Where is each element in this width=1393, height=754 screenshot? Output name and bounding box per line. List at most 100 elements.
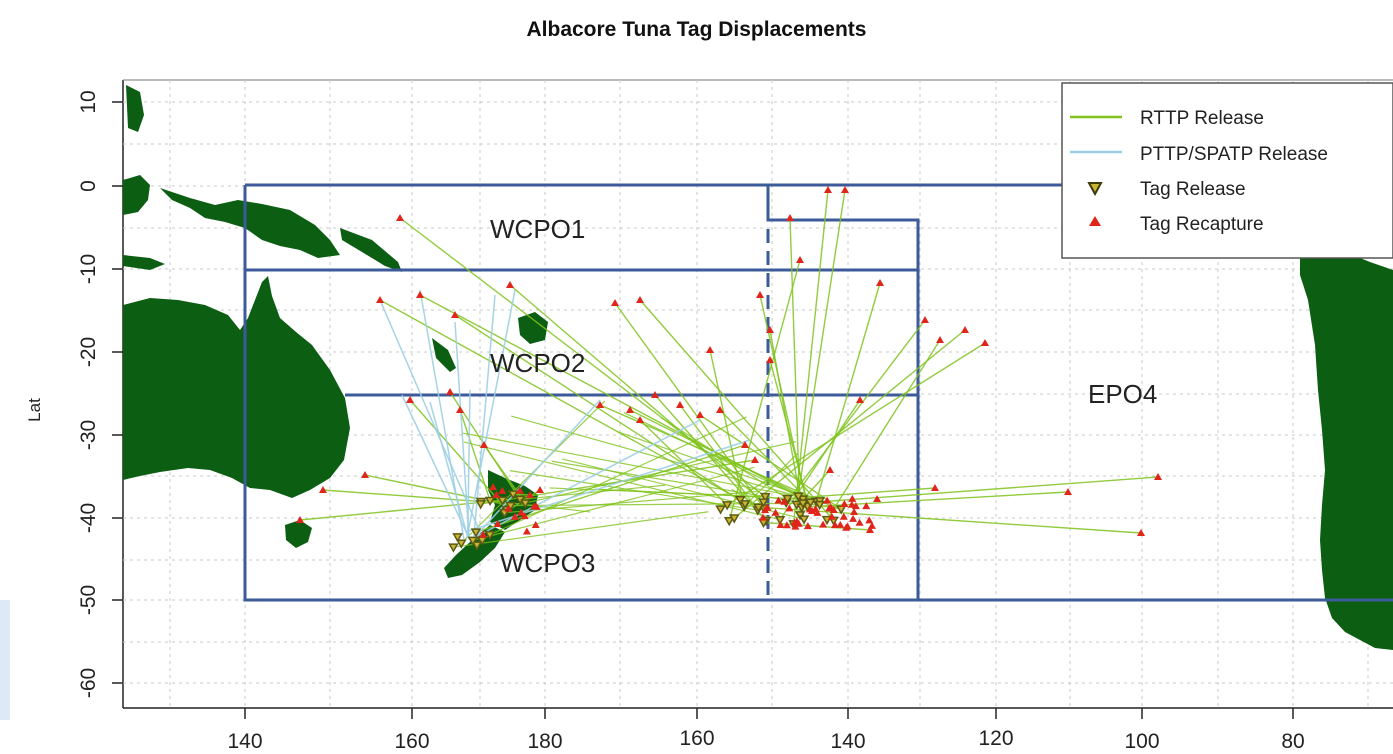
y-tick-label: -30: [77, 420, 100, 450]
vanuatu-fiji-islands: [518, 312, 548, 344]
tag-release-marker: [798, 515, 810, 525]
tag-release-marker: [721, 501, 733, 511]
south-america-landmass: [1300, 250, 1393, 650]
tag-release-marker: [475, 500, 487, 510]
tag-recapture-marker: [856, 396, 864, 403]
tag-release-marker: [723, 516, 735, 527]
y-tick-label: 0: [77, 180, 100, 192]
rttp-track-line: [815, 282, 881, 502]
tag-release-marker: [452, 533, 463, 543]
tag-release-marker: [782, 494, 793, 505]
tag-recapture-marker: [492, 490, 501, 498]
tag-recapture-marker: [850, 508, 859, 516]
rttp-track-line: [802, 469, 831, 500]
tag-recapture-marker: [866, 526, 874, 533]
tag-release-marker: [758, 498, 769, 508]
tag-recapture-marker: [446, 388, 454, 395]
tag-recapture-marker: [796, 256, 804, 263]
rttp-track-line: [379, 299, 741, 501]
y-tick-label: -60: [77, 668, 100, 698]
tag-recapture-marker: [451, 311, 459, 318]
tag-release-marker: [793, 492, 804, 502]
tag-recapture-marker: [829, 506, 838, 514]
tag-recapture-marker: [716, 406, 724, 413]
tag-recapture-marker: [847, 500, 856, 508]
tag-recapture-marker: [480, 441, 488, 448]
rttp-track-line: [489, 416, 747, 536]
map-title: Albacore Tuna Tag Displacements: [526, 18, 867, 41]
tag-release-marker: [805, 498, 816, 508]
tag-release-marker: [467, 536, 479, 546]
tag-recapture-marker: [611, 299, 619, 306]
tag-recapture-marker: [823, 496, 832, 504]
pttp-track-line: [466, 389, 471, 536]
tag-recapture-marker: [526, 491, 534, 498]
tag-recapture-marker: [849, 514, 858, 522]
tag-recapture-marker: [504, 504, 513, 512]
tag-recapture-marker: [596, 401, 604, 408]
tag-recapture-marker: [456, 406, 464, 413]
tag-release-marker: [456, 539, 467, 549]
tag-recapture-marker: [1064, 488, 1072, 495]
rttp-track-line: [364, 474, 511, 507]
rttp-track-line: [510, 415, 817, 502]
tag-recapture-marker: [827, 512, 836, 520]
tag-recapture-marker: [766, 326, 774, 333]
tag-recapture-marker: [794, 519, 803, 527]
tag-markers: [296, 186, 1162, 553]
tag-release-triangle-icon: [1087, 182, 1103, 197]
region-label-wcpo1: WCPO1: [490, 214, 585, 244]
y-tick-label: -50: [77, 585, 100, 615]
tag-release-marker: [759, 492, 771, 503]
tag-recapture-marker: [865, 516, 874, 524]
tag-recapture-marker: [361, 471, 369, 478]
tag-release-marker: [715, 505, 726, 515]
rttp-track-line: [504, 490, 759, 514]
legend-item-label: Tag Recapture: [1140, 214, 1264, 235]
rttp-track-line: [453, 511, 709, 548]
legend-item-label: PTTP/SPATP Release: [1140, 144, 1328, 165]
tag-recapture-marker: [780, 497, 789, 505]
region-label-wcpo3: WCPO3: [500, 548, 595, 578]
tag-recapture-marker: [848, 494, 857, 502]
tag-recapture-marker: [840, 499, 849, 507]
tag-recapture-marker: [396, 214, 404, 221]
new-guinea-landmass: [160, 188, 340, 258]
rttp-track-line: [826, 339, 941, 521]
x-tick-label: 140: [830, 730, 865, 753]
pttp-track-line: [401, 394, 468, 533]
rttp-track-line: [639, 419, 728, 506]
tag-recapture-marker: [636, 296, 644, 303]
tag-recapture-marker: [376, 296, 384, 303]
legend-item-label: RTTP Release: [1140, 108, 1264, 129]
tag-recapture-marker: [530, 502, 539, 510]
tag-recapture-marker: [531, 520, 540, 528]
tag-recapture-marker: [489, 483, 498, 491]
tag-recapture-marker: [636, 416, 644, 423]
tasmania-landmass: [285, 520, 312, 548]
tag-recapture-marker: [786, 214, 794, 221]
tag-release-marker: [797, 499, 809, 509]
rttp-track-line: [639, 299, 835, 521]
tag-release-marker: [471, 541, 483, 551]
rttp-track-line: [660, 417, 788, 500]
region-border-inner-east: [766, 185, 920, 600]
tag-recapture-marker: [626, 406, 634, 413]
tag-release-marker: [728, 514, 740, 524]
tag-recapture-marker: [841, 186, 849, 193]
pttp-track-line: [475, 399, 601, 536]
region-label-epo4: EPO4: [1088, 379, 1157, 409]
x-tick-label: 160: [679, 727, 714, 750]
land-masses: [123, 85, 1393, 650]
y-tick-label: -20: [77, 337, 100, 367]
region-label-wcpo2: WCPO2: [490, 348, 585, 378]
tag-recapture-marker: [936, 336, 944, 343]
y-tick-label: 10: [77, 90, 100, 113]
rttp-track-line: [785, 319, 926, 503]
tag-release-marker: [507, 490, 519, 500]
tag-recapture-marker: [763, 503, 772, 511]
tag-recapture-marker: [522, 527, 531, 535]
tag-release-marker: [470, 528, 482, 538]
tag-recapture-marker: [751, 456, 759, 463]
tag-recapture-marker: [805, 505, 814, 513]
